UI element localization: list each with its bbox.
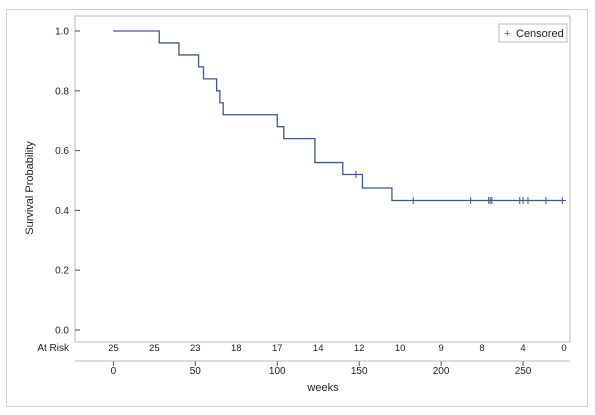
- y-tick-label: 1.0: [55, 27, 69, 38]
- legend-censored-symbol: +: [504, 28, 510, 40]
- at-risk-count: 25: [108, 343, 119, 354]
- x-tick-label: 0: [111, 366, 117, 377]
- y-axis-title: Survival Probability: [24, 141, 36, 235]
- censored-mark: [524, 197, 532, 205]
- at-risk-count: 10: [395, 343, 406, 354]
- censored-mark: [409, 197, 417, 205]
- censored-mark: [488, 197, 496, 205]
- chart-frame: Survival Probability weeks + Censored At…: [6, 9, 588, 407]
- y-tick-label: 0.0: [55, 326, 69, 337]
- legend-censored-label: Censored: [516, 28, 564, 40]
- at-risk-count: 14: [313, 343, 324, 354]
- at-risk-count: 23: [190, 343, 201, 354]
- y-tick-label: 0.6: [55, 146, 69, 157]
- x-tick-label: 100: [269, 366, 286, 377]
- censored-mark: [542, 197, 550, 205]
- censored-mark: [352, 171, 360, 179]
- x-tick-label: 200: [433, 366, 450, 377]
- at-risk-count: 25: [149, 343, 160, 354]
- km-survival-chart: Survival Probability weeks + Censored At…: [24, 15, 571, 394]
- at-risk-count: 0: [561, 343, 566, 354]
- x-tick-label: 150: [351, 366, 368, 377]
- legend-box: [498, 23, 568, 43]
- at-risk-count: 4: [520, 343, 525, 354]
- censored-mark: [558, 197, 566, 205]
- censored-mark: [467, 197, 475, 205]
- at-risk-count: 12: [354, 343, 365, 354]
- at-risk-count: 18: [231, 343, 242, 354]
- x-tick-label: 250: [515, 366, 532, 377]
- x-tick-label: 50: [190, 366, 202, 377]
- plot-area: [74, 15, 571, 343]
- x-axis-title: weeks: [306, 382, 339, 394]
- y-tick-label: 0.2: [55, 266, 69, 277]
- y-tick-label: 0.4: [55, 206, 69, 217]
- legend: + Censored: [498, 23, 568, 43]
- at-risk-label: At Risk: [37, 343, 70, 354]
- at-risk-count: 9: [438, 343, 443, 354]
- at-risk-count: 8: [479, 343, 484, 354]
- y-tick-label: 0.8: [55, 86, 69, 97]
- at-risk-count: 17: [272, 343, 283, 354]
